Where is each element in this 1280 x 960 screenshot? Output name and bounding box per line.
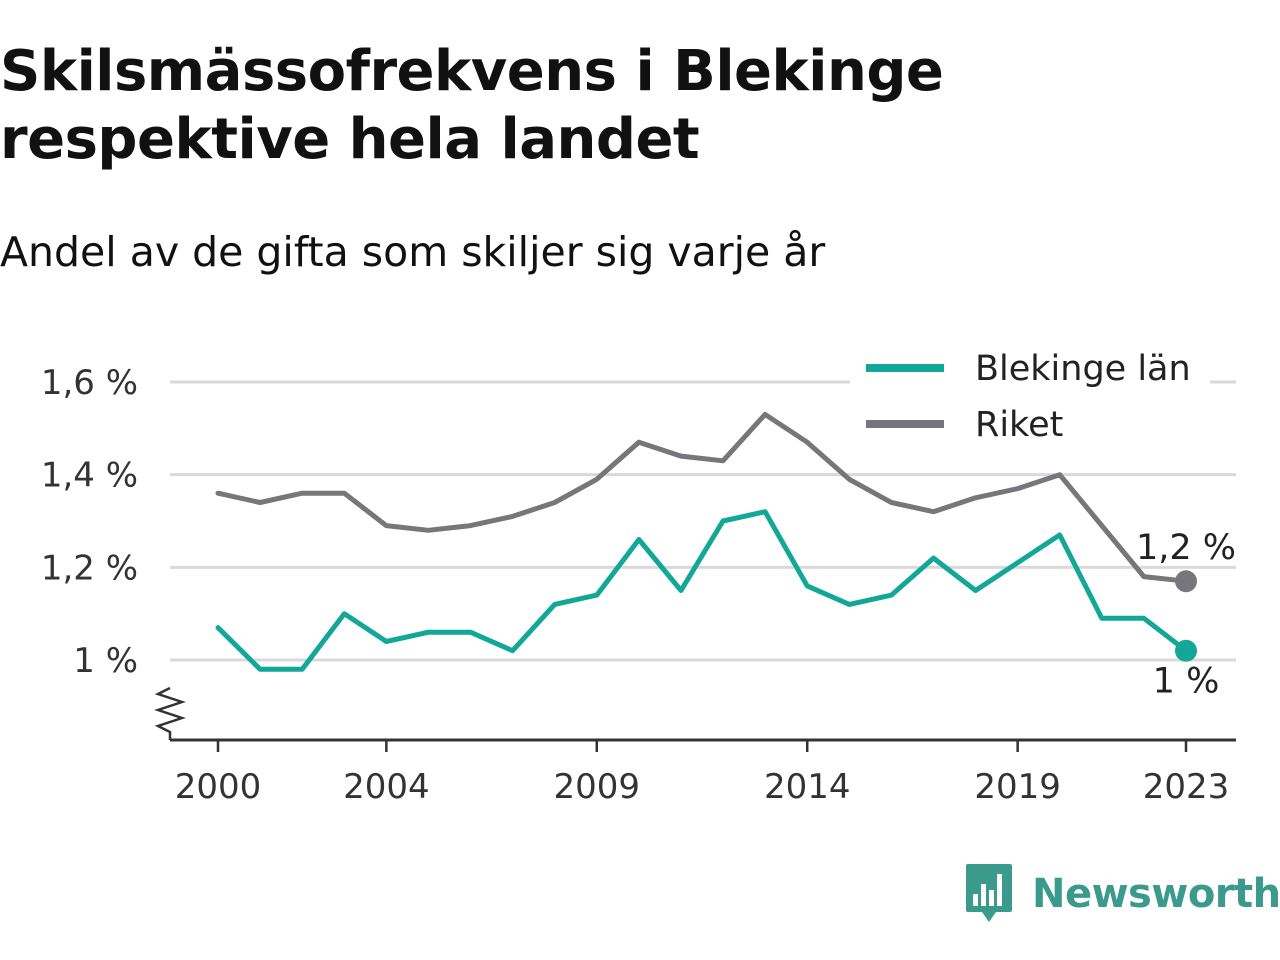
series-lines [215,411,1197,672]
y-tick-label: 1,4 % [41,456,138,496]
x-tick-label: 2004 [343,767,430,807]
x-tick-label: 2014 [764,767,851,807]
legend: Blekinge län Riket [850,342,1210,452]
legend-background [850,342,1210,452]
series-end-point [1175,639,1197,662]
legend-label: Riket [975,405,1063,445]
chart-title: Skilsmässofrekvens i Blekinge respektive… [0,39,944,172]
labels: 1 % 1,2 % [1136,528,1236,702]
series-end-label: 1,2 % [1136,528,1236,568]
y-axis-break [154,686,186,740]
series-end-point [1175,570,1197,593]
series-line [215,411,1189,584]
bar-chart-speech-bubble-icon [966,864,1012,922]
x-tick-label: 2023 [1143,767,1230,807]
y-tick-label: 1,6 % [41,363,138,403]
legend-label: Blekinge län [975,349,1191,389]
series-end-label: 1 % [1153,662,1220,702]
series-line [215,509,1189,672]
line-chart: 1 % 1,2 % 1,4 % 1,6 % 2000 2004 2009 2014 2019 20… [41,342,1236,807]
axes: 1 % 1,2 % 1,4 % 1,6 % 2000 2004 2009 2014 2019 20… [41,363,1236,807]
brand-name: Newsworthy [1032,871,1280,917]
y-tick-label: 1,2 % [41,548,138,588]
y-tick-label: 1 % [73,641,138,681]
brand-logo: Newsworthy [964,862,1280,926]
x-tick-label: 2000 [175,767,262,807]
x-tick-label: 2019 [974,767,1061,807]
x-tick-label: 2009 [554,767,641,807]
chart-subtitle: Andel av de gifta som skiljer sig varje … [0,228,826,276]
